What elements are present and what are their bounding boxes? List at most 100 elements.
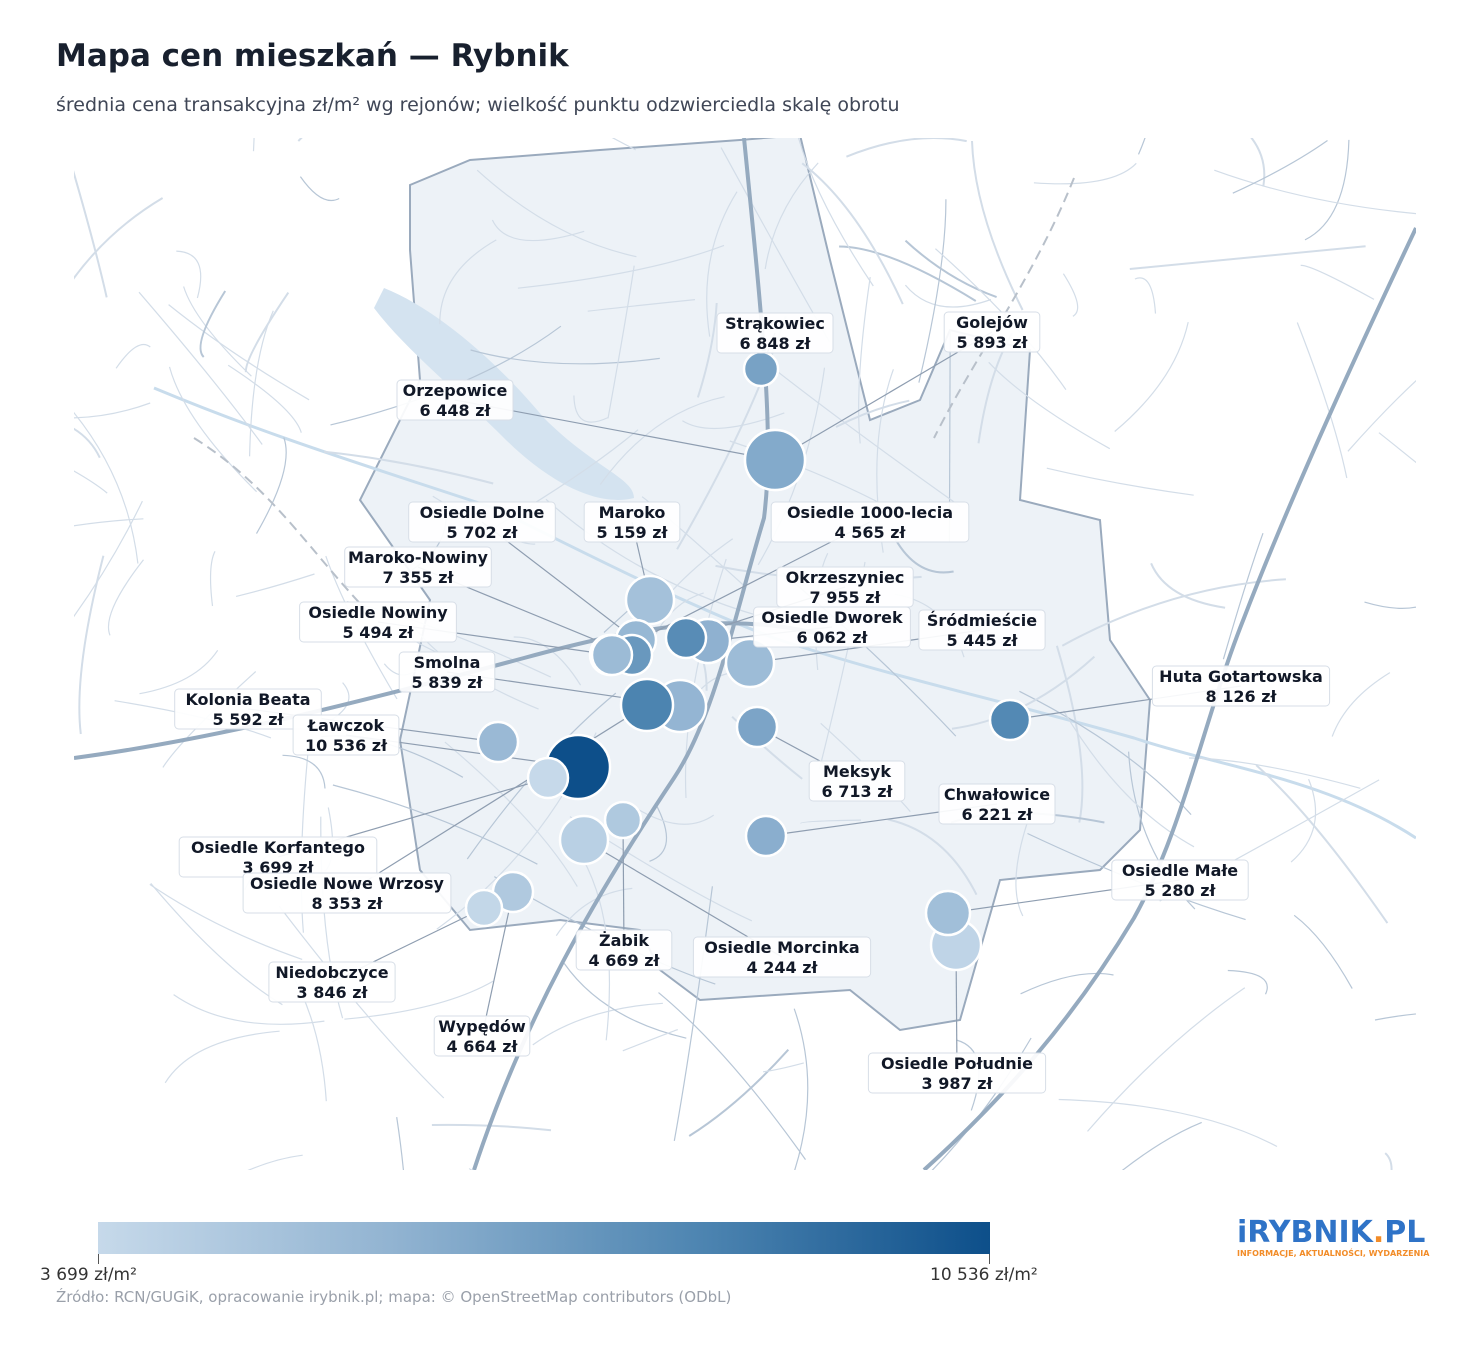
label-name: Chwałowice xyxy=(944,785,1050,804)
page-subtitle: średnia cena transakcyjna zł/m² wg rejon… xyxy=(56,94,900,116)
district-points xyxy=(464,350,1032,972)
label-name: Okrzeszyniec xyxy=(786,568,905,587)
colorbar xyxy=(98,1222,990,1254)
point-strakowiec[interactable] xyxy=(742,350,780,388)
label-name: Maroko-Nowiny xyxy=(348,548,488,567)
label-price: 4 244 zł xyxy=(747,958,819,977)
label-name: Osiedle 1000-lecia xyxy=(787,503,953,522)
label-name: Golejów xyxy=(956,313,1028,332)
label-price: 10 536 zł xyxy=(305,736,388,755)
label-price: 6 062 zł xyxy=(797,628,869,647)
point-osiedle-male[interactable] xyxy=(924,889,972,937)
point-chwalowice[interactable] xyxy=(744,814,788,858)
label-price: 6 713 zł xyxy=(822,782,894,801)
colorbar-max-label: 10 536 zł/m² xyxy=(930,1265,1038,1285)
colorbar-min-tick xyxy=(98,1254,99,1264)
label-name: Smolna xyxy=(414,653,481,672)
point-huta-gotartowska[interactable] xyxy=(988,698,1032,742)
point-maroko[interactable] xyxy=(624,574,676,626)
label-name: Orzepowice xyxy=(403,381,508,400)
leader-zabik xyxy=(622,819,625,951)
label-name: Ławczok xyxy=(307,716,385,735)
label-price: 5 159 zł xyxy=(597,523,669,542)
point-orzepowice[interactable] xyxy=(743,428,807,492)
label-name: Żabik xyxy=(599,931,649,950)
label-price: 4 669 zł xyxy=(589,951,661,970)
label-name: Niedobczyce xyxy=(275,963,388,982)
point-kolonia-beata[interactable] xyxy=(476,720,520,764)
label-name: Osiedle Nowiny xyxy=(308,603,448,622)
point-osiedle-morcinka[interactable] xyxy=(558,814,610,866)
label-name: Osiedle Korfantego xyxy=(191,838,365,857)
point-niedobczyce[interactable] xyxy=(464,888,504,928)
label-name: Kolonia Beata xyxy=(185,690,310,709)
label-name: Meksyk xyxy=(823,762,891,781)
label-price: 3 846 zł xyxy=(297,983,369,1002)
label-price: 5 893 zł xyxy=(957,333,1029,352)
label-price: 4 664 zł xyxy=(447,1037,519,1056)
label-price: 8 353 zł xyxy=(312,894,384,913)
label-name: Osiedle Dworek xyxy=(761,608,903,627)
point-osiedle-nowiny[interactable] xyxy=(590,633,634,677)
label-price: 7 355 zł xyxy=(383,568,455,587)
point-srodmiescie[interactable] xyxy=(724,637,776,689)
label-price: 5 592 zł xyxy=(213,710,285,729)
label-name: Strąkowiec xyxy=(725,314,825,333)
label-price: 6 848 zł xyxy=(740,334,812,353)
label-price: 3 987 zł xyxy=(922,1074,994,1093)
leader-golejow xyxy=(774,331,993,461)
label-name: Osiedle Małe xyxy=(1122,861,1238,880)
leader-wypedow xyxy=(481,891,514,1037)
label-name: Osiedle Dolne xyxy=(420,503,545,522)
label-price: 8 126 zł xyxy=(1206,687,1278,706)
label-name: Huta Gotartowska xyxy=(1159,667,1323,686)
label-name: Maroko xyxy=(599,503,666,522)
label-price: 7 955 zł xyxy=(810,588,882,607)
point-zabik[interactable] xyxy=(603,800,643,840)
label-price: 3 699 zł xyxy=(243,858,315,877)
label-price: 5 494 zł xyxy=(343,623,415,642)
page-title: Mapa cen mieszkań — Rybnik xyxy=(56,38,569,74)
point-okrzeszyniec[interactable] xyxy=(664,616,708,660)
label-price: 6 448 zł xyxy=(420,401,492,420)
leader-osiedle-nowe-wrzosy xyxy=(346,704,648,894)
label-name: Śródmieście xyxy=(927,611,1037,630)
label-name: Osiedle Południe xyxy=(881,1054,1033,1073)
label-name: Wypędów xyxy=(438,1017,526,1036)
label-price: 5 839 zł xyxy=(412,673,484,692)
point-meksyk[interactable] xyxy=(735,705,779,749)
point-osiedle-nowe-wrzosy[interactable] xyxy=(619,677,675,733)
source-note: Źródło: RCN/GUGiK, opracowanie irybnik.p… xyxy=(56,1288,732,1306)
label-price: 5 702 zł xyxy=(447,523,519,542)
label-price: 4 565 zł xyxy=(835,523,907,542)
irybnik-logo: iRYBNIK.PL INFORMACJE, AKTUALNOŚCI, WYDA… xyxy=(1237,1215,1430,1259)
label-price: 5 445 zł xyxy=(947,631,1019,650)
point-osiedle-korfantego[interactable] xyxy=(526,756,570,800)
